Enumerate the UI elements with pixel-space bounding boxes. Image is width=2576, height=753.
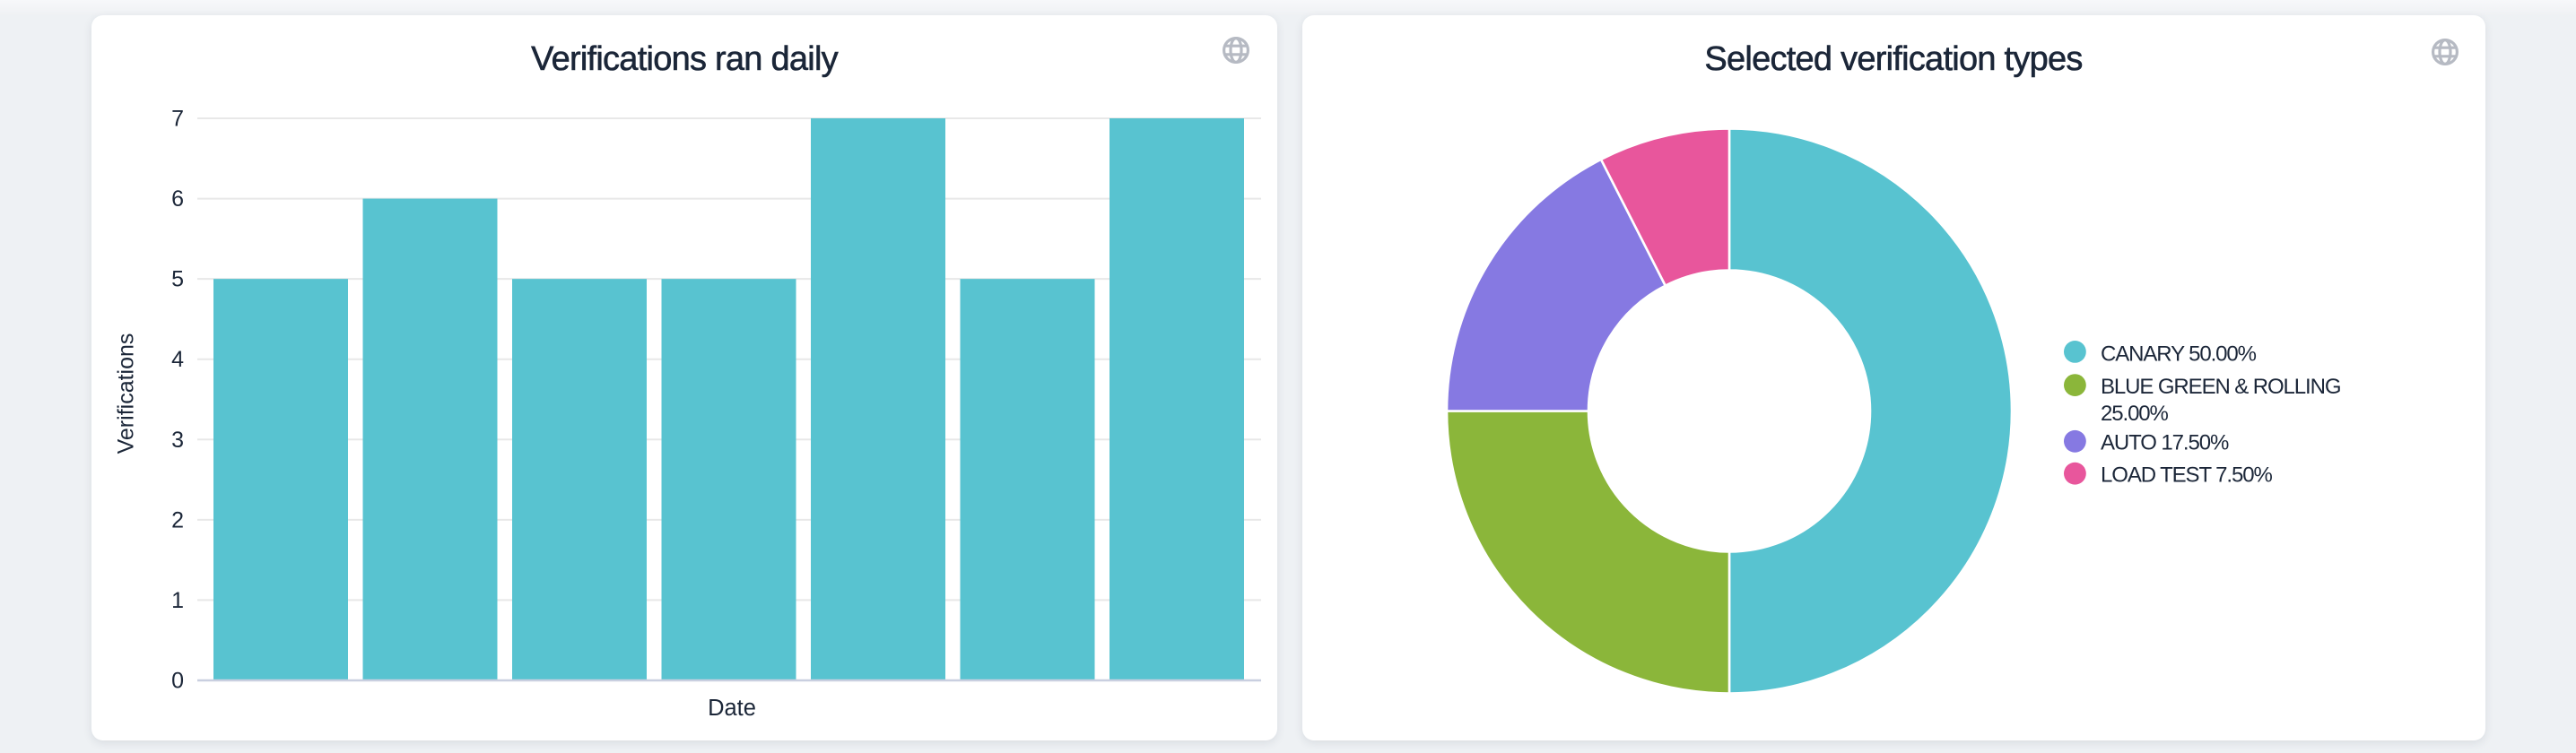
svg-text:4: 4	[171, 347, 184, 372]
svg-text:Selected verification types: Selected verification types	[1704, 40, 2082, 78]
svg-text:Verifications: Verifications	[114, 333, 139, 454]
svg-text:0: 0	[171, 669, 184, 694]
svg-text:5: 5	[171, 267, 184, 292]
svg-text:7: 7	[171, 107, 184, 132]
svg-text:LOAD TEST 7.50%: LOAD TEST 7.50%	[2101, 463, 2272, 488]
svg-text:3: 3	[171, 428, 184, 453]
svg-text:CANARY 50.00%: CANARY 50.00%	[2101, 342, 2257, 367]
svg-text:1: 1	[171, 588, 184, 613]
svg-text:AUTO 17.50%: AUTO 17.50%	[2101, 431, 2229, 455]
svg-text:BLUE GREEN & ROLLING: BLUE GREEN & ROLLING	[2101, 375, 2340, 399]
svg-text:25.00%: 25.00%	[2101, 402, 2169, 426]
svg-text:Verifications ran daily: Verifications ran daily	[531, 40, 839, 78]
svg-text:2: 2	[171, 507, 184, 532]
svg-text:6: 6	[171, 186, 184, 212]
svg-text:Date: Date	[708, 696, 756, 721]
